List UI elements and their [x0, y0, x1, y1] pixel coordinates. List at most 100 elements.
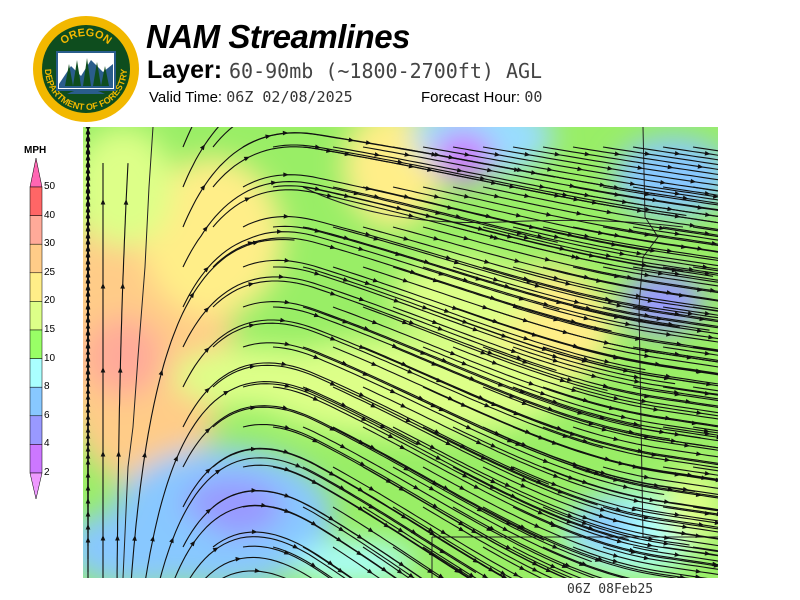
wind-speed-area: [183, 477, 283, 537]
streamline-arrow: [521, 441, 528, 447]
streamline: [602, 226, 718, 247]
streamline: [602, 546, 718, 570]
svg-text:OREGON: OREGON: [58, 27, 113, 47]
colorbar-label: 2: [44, 467, 50, 478]
colorbar-segment: [29, 444, 43, 474]
streamline-arrow: [674, 391, 681, 397]
colorbar-max-arrow: [29, 158, 43, 188]
streamline-arrow: [487, 350, 494, 355]
streamline-arrow: [204, 387, 211, 394]
streamline-arrow: [248, 323, 255, 328]
streamline: [632, 226, 718, 241]
streamline-arrow: [500, 570, 507, 576]
streamline-arrow: [401, 513, 408, 519]
streamline-arrow: [521, 400, 528, 405]
colorbar-segment: [29, 186, 43, 216]
streamline-arrow: [567, 512, 574, 518]
streamline: [242, 383, 629, 541]
streamline-arrow: [235, 556, 242, 562]
streamline-arrow: [569, 431, 576, 436]
page-title: NAM Streamlines: [146, 18, 410, 55]
streamline-arrow: [695, 492, 702, 497]
streamline: [302, 306, 701, 439]
streamline-arrow: [509, 465, 516, 471]
streamline: [692, 306, 718, 312]
streamline: [362, 186, 718, 261]
streamline-arrow: [708, 334, 714, 340]
streamline-arrow: [704, 270, 711, 276]
streamline: [332, 186, 718, 270]
colorbar-segment: [29, 358, 43, 388]
streamline-arrow: [249, 364, 256, 370]
streamline-arrow: [684, 442, 691, 448]
streamline-arrow: [326, 193, 333, 198]
streamline-arrow: [464, 152, 471, 157]
streamline-arrow: [271, 180, 277, 186]
colorbar-label: 4: [44, 438, 50, 450]
streamline-arrow: [660, 180, 666, 185]
streamline-arrow: [484, 259, 490, 264]
streamline-arrow: [465, 424, 472, 430]
streamline: [272, 386, 658, 551]
streamline: [602, 466, 718, 489]
streamline-arrow: [599, 507, 606, 512]
streamline-arrow: [690, 178, 697, 184]
streamline: [212, 280, 608, 392]
streamline-arrow: [202, 225, 208, 232]
streamline-arrow: [493, 277, 499, 282]
streamline-arrow: [643, 515, 650, 520]
wind-speed-area: [433, 132, 493, 182]
streamline-arrow: [643, 555, 650, 561]
streamline-arrow: [427, 568, 433, 574]
streamline-arrow: [399, 444, 406, 450]
streamline-arrow: [420, 350, 427, 355]
streamline-arrow: [312, 437, 319, 443]
streamline: [632, 306, 718, 321]
streamline-arrow: [552, 353, 559, 359]
streamline-arrow: [398, 561, 405, 567]
streamline-arrow: [714, 520, 718, 525]
streamline-arrow: [397, 527, 404, 533]
streamline-arrow: [189, 292, 195, 299]
streamline-arrow: [251, 529, 258, 535]
streamline-arrow: [551, 481, 558, 486]
streamline-arrow: [462, 319, 469, 324]
streamline-arrow: [432, 503, 439, 509]
streamline-arrow: [372, 277, 379, 283]
streamline-arrow: [616, 302, 623, 308]
streamline-arrow: [576, 210, 583, 216]
streamline-arrow: [583, 274, 590, 280]
streamline-arrow: [150, 535, 155, 542]
streamline-arrow: [449, 350, 456, 356]
streamline-arrow: [571, 387, 578, 393]
streamline-arrow: [630, 549, 637, 554]
streamline-arrow: [492, 318, 499, 324]
streamline-arrow: [190, 540, 196, 547]
streamline: [602, 506, 718, 530]
streamline-arrow: [329, 381, 336, 386]
streamline-arrow: [480, 350, 487, 355]
streamline: [542, 386, 718, 427]
streamline-arrow: [328, 471, 335, 476]
streamline: [302, 426, 596, 578]
streamline: [392, 506, 513, 578]
streamline-arrow: [674, 351, 681, 357]
streamline-arrow: [674, 311, 681, 317]
streamline-arrow: [637, 165, 644, 170]
streamline-arrow: [514, 258, 521, 263]
streamline-arrow: [413, 484, 420, 490]
streamline-arrow: [519, 524, 526, 529]
streamline: [242, 301, 641, 428]
streamline: [212, 127, 234, 148]
streamline-arrow: [364, 231, 371, 237]
streamline-arrow: [716, 434, 718, 440]
streamline-arrow: [633, 374, 640, 380]
streamline-arrow: [488, 566, 495, 572]
streamline-arrow: [100, 199, 106, 205]
streamline-arrow: [383, 522, 390, 528]
streamline: [212, 531, 353, 578]
streamline: [422, 226, 718, 292]
streamline: [392, 466, 626, 578]
streamline-arrow: [341, 360, 348, 366]
streamline-arrow: [468, 572, 475, 578]
